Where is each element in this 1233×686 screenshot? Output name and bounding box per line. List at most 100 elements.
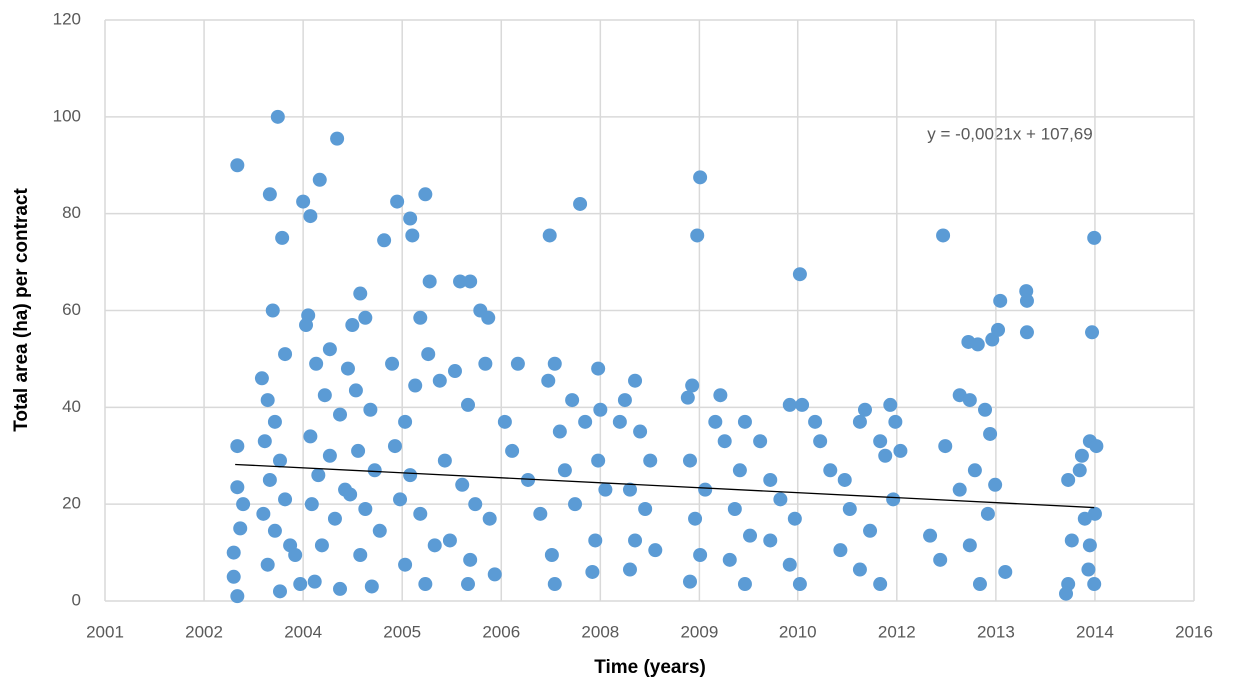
point	[317, 388, 332, 403]
point	[598, 482, 613, 497]
point	[447, 364, 462, 379]
point	[648, 543, 663, 558]
point	[403, 211, 418, 226]
point	[682, 453, 697, 468]
point	[998, 564, 1013, 579]
point	[573, 196, 588, 211]
point	[377, 233, 392, 248]
point	[713, 388, 728, 403]
x-tick-label: 2006	[482, 622, 520, 641]
point	[753, 434, 768, 449]
point	[541, 373, 556, 388]
point	[782, 397, 797, 412]
point	[327, 511, 342, 526]
point	[398, 557, 413, 572]
point	[275, 230, 290, 245]
point	[743, 528, 758, 543]
point	[455, 477, 470, 492]
y-tick-label: 20	[62, 494, 81, 513]
point	[1085, 325, 1100, 340]
point	[432, 373, 447, 388]
x-tick-label: 2013	[977, 622, 1015, 641]
point	[886, 492, 901, 507]
point	[936, 228, 951, 243]
point	[427, 538, 442, 553]
point	[437, 453, 452, 468]
point	[309, 356, 324, 371]
point	[293, 577, 308, 592]
point	[272, 453, 287, 468]
point	[544, 548, 559, 563]
point	[547, 356, 562, 371]
point	[688, 511, 703, 526]
point	[267, 414, 282, 429]
point	[303, 209, 318, 224]
point	[367, 463, 382, 478]
point	[254, 371, 269, 386]
point	[763, 533, 778, 548]
point	[312, 172, 327, 187]
point	[226, 569, 241, 584]
x-tick-label: 2016	[1175, 622, 1213, 641]
x-axis-title: Time (years)	[594, 657, 706, 678]
point	[617, 393, 632, 408]
trend-equation: y = -0,0021x + 107,69	[927, 124, 1092, 143]
point	[727, 502, 742, 517]
point	[792, 577, 807, 592]
point	[737, 414, 752, 429]
point	[236, 497, 251, 512]
point	[418, 577, 433, 592]
point	[993, 293, 1008, 308]
point	[278, 347, 293, 362]
x-tick-label: 2004	[284, 622, 322, 641]
point	[1087, 506, 1102, 521]
point	[883, 397, 898, 412]
point	[967, 463, 982, 478]
point	[1072, 463, 1087, 478]
point	[333, 581, 348, 596]
point	[643, 453, 658, 468]
point	[304, 497, 319, 512]
trend-line	[235, 463, 1095, 509]
point	[278, 492, 293, 507]
point	[888, 414, 903, 429]
point	[453, 274, 468, 289]
point	[682, 574, 697, 589]
point	[547, 577, 562, 592]
point	[322, 342, 337, 357]
point	[782, 557, 797, 572]
point	[418, 187, 433, 202]
point	[933, 552, 948, 567]
point	[348, 383, 363, 398]
point	[307, 574, 322, 589]
point	[311, 468, 326, 483]
point	[878, 448, 893, 463]
point	[972, 577, 987, 592]
point	[717, 434, 732, 449]
point	[970, 337, 985, 352]
point	[593, 402, 608, 417]
point	[690, 228, 705, 243]
point	[505, 443, 520, 458]
point	[230, 589, 245, 604]
point	[893, 443, 908, 458]
point	[260, 557, 275, 572]
point	[267, 523, 282, 538]
point	[813, 434, 828, 449]
point	[557, 463, 572, 478]
point	[482, 511, 497, 526]
point	[288, 548, 303, 563]
point	[923, 528, 938, 543]
point	[938, 439, 953, 454]
x-tick-label: 2002	[185, 622, 223, 641]
y-tick-label: 80	[62, 203, 81, 222]
point	[698, 482, 713, 497]
point	[413, 506, 428, 521]
point	[622, 482, 637, 497]
point	[314, 538, 329, 553]
point	[363, 402, 378, 417]
x-tick-label: 2014	[1076, 622, 1114, 641]
point	[988, 477, 1003, 492]
